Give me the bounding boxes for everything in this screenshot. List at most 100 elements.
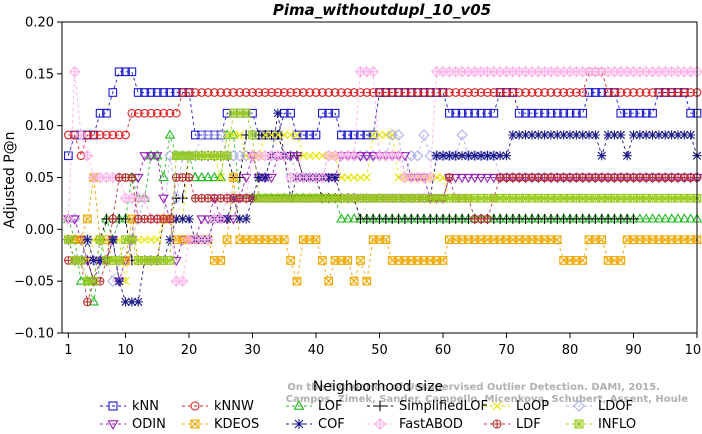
data-point bbox=[171, 88, 181, 97]
data-point bbox=[667, 130, 677, 140]
data-point bbox=[273, 108, 283, 118]
data-point bbox=[483, 88, 492, 97]
data-point bbox=[337, 130, 346, 140]
data-point bbox=[164, 150, 176, 162]
data-point bbox=[647, 130, 658, 140]
data-point bbox=[622, 108, 632, 118]
data-point bbox=[348, 213, 360, 223]
data-point bbox=[120, 297, 131, 307]
data-point bbox=[629, 108, 638, 118]
data-point bbox=[362, 88, 372, 97]
data-point bbox=[102, 108, 111, 118]
data-point bbox=[559, 130, 569, 140]
data-point bbox=[267, 130, 276, 140]
axes: −0.10 −0.05 0.00 0.05 0.10 0.15 0.20 1 10 20 30 40 5… bbox=[14, 16, 702, 359]
data-point bbox=[114, 256, 124, 265]
data-point bbox=[533, 108, 543, 118]
data-point bbox=[483, 108, 492, 118]
series-inflo bbox=[64, 108, 702, 286]
data-point bbox=[392, 150, 405, 162]
data-point bbox=[361, 152, 373, 162]
legend-marker bbox=[293, 400, 305, 410]
legend-marker bbox=[374, 400, 386, 412]
data-point bbox=[622, 151, 632, 161]
data-point bbox=[229, 130, 238, 140]
data-point bbox=[457, 108, 467, 118]
legend-label: LOF bbox=[318, 399, 343, 414]
legend-item-ldf: LDF bbox=[484, 417, 541, 432]
data-point bbox=[356, 256, 365, 265]
legend-label: kNN bbox=[132, 399, 159, 414]
data-point bbox=[349, 130, 359, 140]
data-point bbox=[292, 276, 302, 286]
data-point bbox=[222, 235, 232, 245]
data-point bbox=[470, 88, 480, 97]
data-point bbox=[571, 130, 581, 140]
data-point bbox=[75, 129, 87, 141]
data-point bbox=[362, 173, 371, 182]
data-point bbox=[463, 173, 474, 184]
data-point bbox=[191, 130, 200, 140]
data-point bbox=[635, 108, 645, 118]
data-point bbox=[349, 276, 359, 286]
data-point bbox=[489, 108, 499, 118]
data-point bbox=[273, 88, 283, 97]
legend-item-ldof: LDOF bbox=[566, 399, 633, 414]
data-point bbox=[76, 256, 86, 265]
legend-label: LDOF bbox=[598, 399, 633, 414]
data-point bbox=[540, 130, 550, 140]
data-point bbox=[241, 214, 251, 224]
data-point bbox=[666, 213, 677, 223]
data-point bbox=[305, 88, 315, 97]
legend-item-loop: LoOP bbox=[484, 399, 549, 414]
data-point bbox=[184, 214, 194, 224]
data-point bbox=[311, 151, 321, 160]
data-point bbox=[451, 88, 461, 97]
data-point bbox=[215, 171, 227, 182]
data-point bbox=[76, 235, 86, 245]
data-point bbox=[89, 255, 99, 265]
legend-marker bbox=[107, 420, 119, 430]
x-tick-label: 10 bbox=[117, 343, 134, 358]
data-point bbox=[317, 256, 327, 265]
data-point bbox=[165, 88, 175, 97]
data-point bbox=[565, 108, 575, 118]
data-point bbox=[451, 151, 461, 161]
plot-area bbox=[62, 66, 702, 307]
data-point bbox=[138, 192, 151, 204]
data-point bbox=[597, 88, 607, 97]
data-point bbox=[348, 150, 360, 162]
data-point bbox=[140, 88, 149, 97]
data-point bbox=[540, 88, 549, 97]
data-point bbox=[108, 130, 118, 140]
data-point bbox=[349, 173, 359, 182]
data-point bbox=[540, 108, 549, 118]
data-point bbox=[546, 130, 556, 140]
legend-marker bbox=[190, 419, 200, 429]
data-point bbox=[362, 130, 372, 140]
data-point bbox=[552, 88, 562, 97]
data-point bbox=[367, 66, 379, 78]
legend-label: FastABOD bbox=[399, 417, 463, 432]
data-point bbox=[368, 88, 378, 97]
data-point bbox=[286, 256, 295, 265]
data-point bbox=[140, 235, 149, 244]
data-point bbox=[121, 130, 130, 140]
data-point bbox=[659, 213, 671, 223]
data-point bbox=[343, 173, 352, 182]
data-point bbox=[203, 88, 213, 97]
data-point bbox=[686, 130, 696, 140]
data-point bbox=[495, 151, 505, 161]
legend-label: LoOP bbox=[516, 399, 549, 414]
data-point bbox=[470, 151, 480, 161]
data-point bbox=[127, 108, 137, 118]
data-point bbox=[464, 108, 473, 118]
data-point bbox=[62, 213, 75, 225]
data-point bbox=[381, 235, 391, 245]
data-point bbox=[502, 88, 511, 97]
data-point bbox=[222, 151, 232, 161]
data-point bbox=[616, 130, 626, 140]
data-point bbox=[685, 213, 696, 223]
data-point bbox=[133, 297, 143, 307]
data-point bbox=[470, 108, 480, 118]
